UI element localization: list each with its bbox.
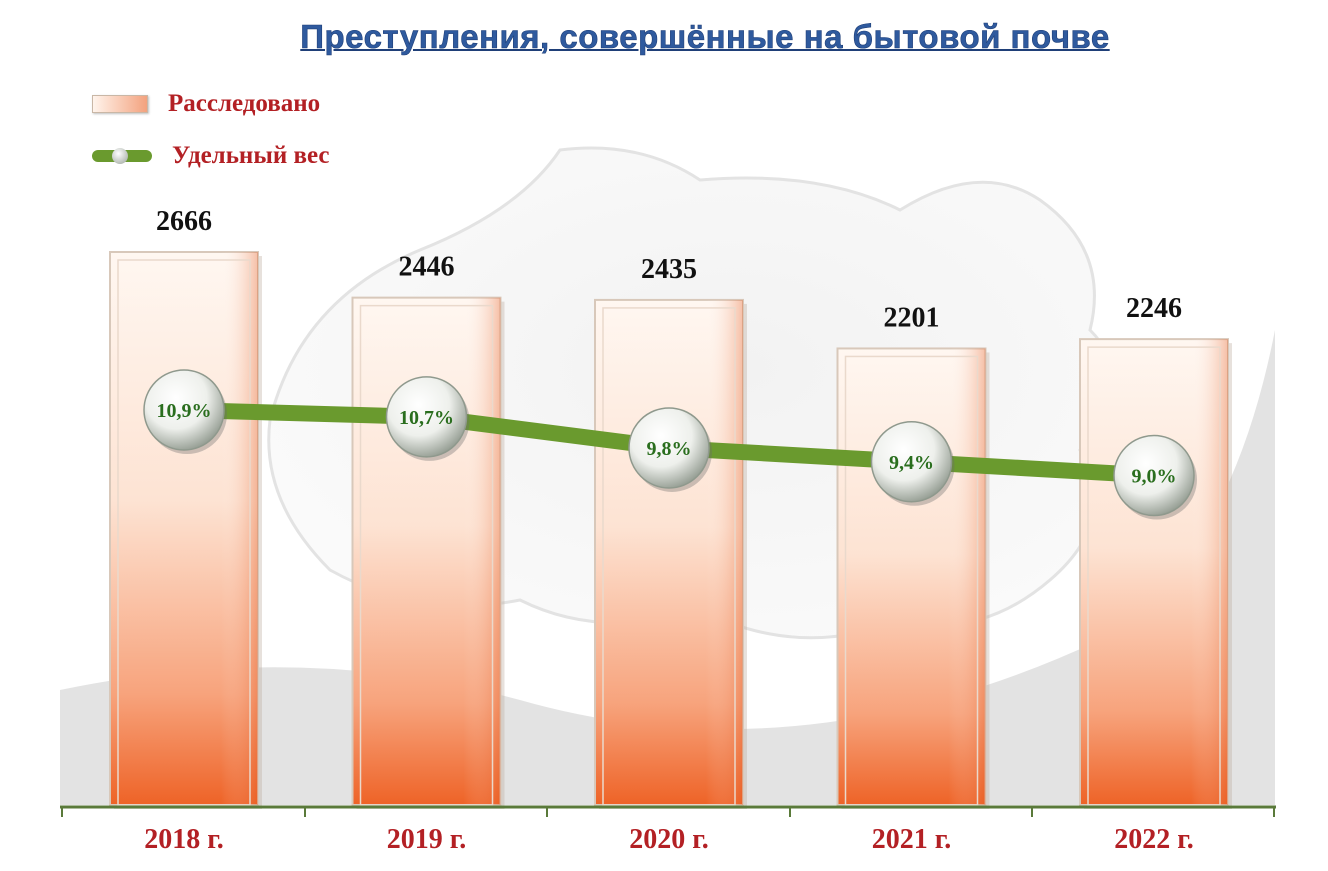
- x-tick-label: 2020 г.: [629, 824, 709, 855]
- line-value-label: 9,8%: [647, 438, 692, 460]
- x-tick-label: 2021 г.: [872, 824, 952, 855]
- x-tick-label: 2019 г.: [387, 824, 467, 855]
- legend-line-swatch: [92, 148, 152, 164]
- bar-inner-frame: [117, 259, 251, 806]
- line-marker: [1113, 434, 1195, 517]
- bar-value-label: 2666: [156, 206, 212, 237]
- line-marker: [143, 369, 225, 451]
- legend-item-line: Удельный вес: [92, 140, 330, 172]
- bar-value-label: 2435: [641, 254, 697, 285]
- legend-bar-swatch: [92, 95, 148, 113]
- line-value-label: 10,7%: [399, 407, 454, 429]
- legend-bar-label: Расследовано: [168, 90, 321, 117]
- bar-side-shade: [595, 299, 743, 805]
- chart-title: Преступления, совершённые на бытовой поч…: [300, 18, 1110, 56]
- line-marker: [628, 407, 710, 489]
- line-marker: [870, 421, 953, 503]
- bar-inner-frame: [359, 304, 494, 806]
- legend-line-label: Удельный вес: [172, 142, 330, 169]
- line-layer: 10,9% 10,7% 9,8% 9,4% 9,0%: [143, 369, 1197, 520]
- x-tick-label: 2022 г.: [1114, 824, 1194, 855]
- bar-value-label: 2246: [1126, 293, 1182, 324]
- line-value-label: 9,0%: [1132, 466, 1177, 488]
- x-tick-label: 2018 г.: [144, 824, 224, 855]
- bar-inner-frame: [844, 355, 979, 806]
- line-value-label: 9,4%: [889, 452, 934, 474]
- bar-value-label: 2201: [884, 302, 940, 333]
- bar-side-shade: [837, 348, 986, 805]
- legend-item-bars: Расследовано: [92, 88, 320, 120]
- line-marker: [385, 376, 468, 458]
- bars-layer: 2666 2446 2435 2201 2246: [109, 206, 1232, 809]
- bar-side-shade: [352, 297, 501, 805]
- x-axis: 2018 г. 2019 г. 2020 г. 2021 г. 2022 г.: [60, 805, 1276, 855]
- bar-value-label: 2446: [399, 252, 455, 283]
- bar-side-shade: [110, 252, 258, 805]
- bar-inner-frame: [602, 307, 736, 806]
- line-value-label: 10,9%: [157, 400, 212, 422]
- bar-inner-frame: [1087, 346, 1221, 806]
- bar-side-shade: [1080, 339, 1228, 805]
